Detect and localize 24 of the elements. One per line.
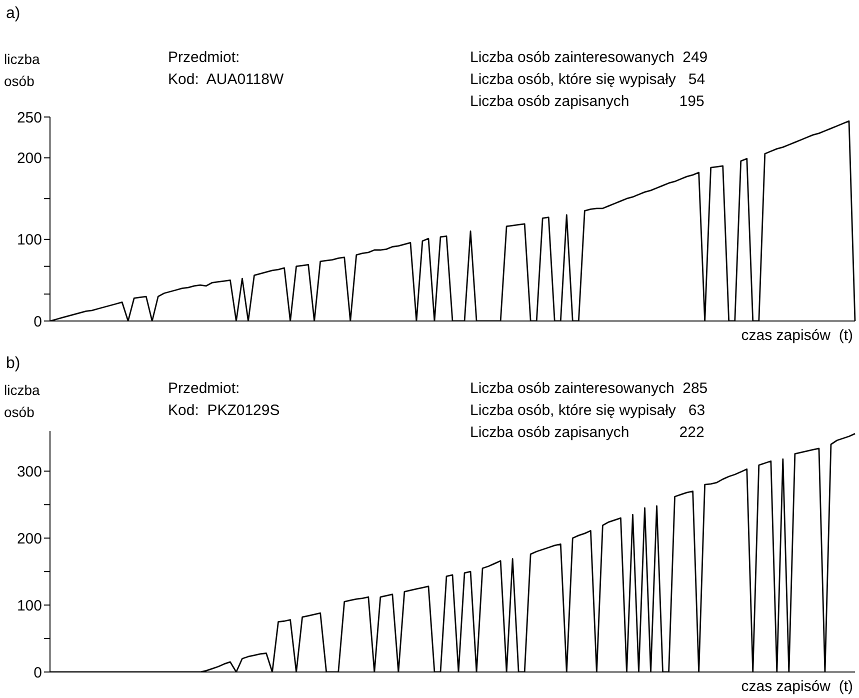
x-axis-title: czas zapisów (t) — [741, 327, 853, 344]
y-axis-title: liczba osób — [4, 50, 41, 91]
chart-title: b) — [6, 355, 20, 373]
y-tick-label: 100 — [16, 597, 42, 614]
text: Przedmiot: — [168, 48, 240, 68]
y-axis-title: liczba osób — [4, 381, 41, 422]
text: Liczba osób zainteresowanych 249 — [470, 48, 708, 68]
y-tick-label: 200 — [16, 150, 42, 168]
x-axis-title: czas zapisów (t) — [741, 678, 853, 695]
annotation: Liczba osób zapisanych 222 — [470, 423, 704, 443]
text: Liczba osób, które się wypisały 54 — [470, 70, 706, 90]
y-tick-label: 300 — [16, 463, 42, 480]
y-tick-label: 100 — [16, 232, 42, 249]
y-tick-label: 200 — [16, 530, 42, 548]
text: Liczba osób zainteresowanych 285 — [470, 379, 708, 399]
text: Liczba osób zapisanych 195 — [470, 92, 704, 112]
y-tick-label: 250 — [16, 109, 42, 126]
text: Liczba osób, które się wypisały 63 — [470, 401, 706, 421]
text: Kod: PKZ0129S — [168, 401, 280, 421]
chart-title: a) — [6, 5, 20, 23]
text: Przedmiot: — [168, 379, 240, 399]
y-tick-label: 0 — [34, 313, 42, 330]
text: Kod: AUA0118W — [168, 70, 284, 90]
y-tick-label: 0 — [34, 664, 42, 682]
